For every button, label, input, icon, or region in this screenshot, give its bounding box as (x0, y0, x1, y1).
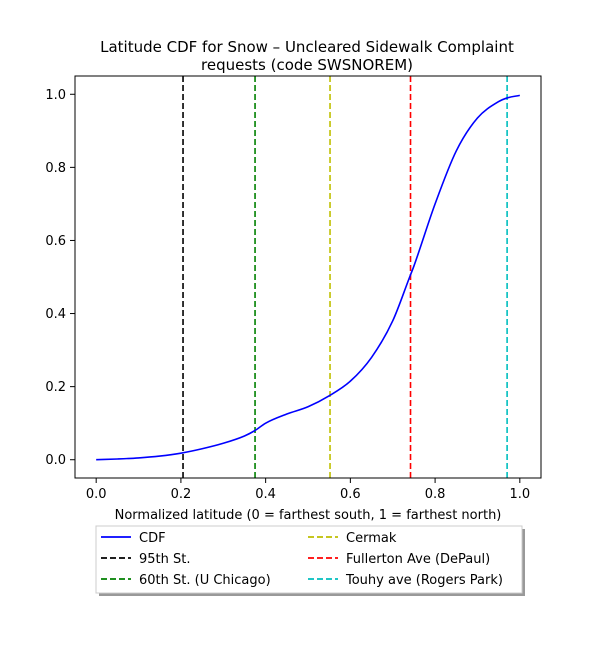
legend-label: CDF (139, 531, 166, 546)
y-axis-ticks: 0.0 0.2 0.4 0.6 0.8 1.0 (45, 88, 75, 468)
x-tick-label: 0.8 (425, 487, 446, 502)
axes-frame (74, 75, 542, 479)
legend-label: Cermak (346, 531, 397, 546)
legend: CDF 95th St. 60th St. (U Chicago) Cermak Ful… (95, 525, 525, 596)
y-tick-label: 0.2 (45, 380, 66, 395)
legend-label: 95th St. (139, 552, 191, 567)
chart-title-line-2: requests (code SWSNOREM) (201, 56, 413, 74)
legend-label: Fullerton Ave (DePaul) (346, 552, 490, 567)
legend-items: CDF 95th St. 60th St. (U Chicago) Cermak Ful… (101, 531, 503, 588)
y-tick-label: 0.8 (45, 161, 66, 176)
x-tick-label: 0.0 (86, 487, 107, 502)
x-tick-label: 0.2 (171, 487, 192, 502)
chart-title-line-1: Latitude CDF for Snow – Uncleared Sidewa… (100, 38, 514, 56)
x-tick-label: 1.0 (509, 487, 530, 502)
legend-label: 60th St. (U Chicago) (139, 573, 271, 588)
y-tick-label: 1.0 (45, 88, 66, 103)
x-axis-label: Normalized latitude (0 = farthest south,… (115, 508, 502, 523)
legend-label: Touhy ave (Rogers Park) (345, 573, 503, 588)
x-tick-label: 0.4 (255, 487, 276, 502)
y-tick-label: 0.6 (45, 234, 66, 249)
x-axis-ticks: 0.0 0.2 0.4 0.6 0.8 1.0 (86, 478, 530, 502)
y-tick-label: 0.0 (45, 453, 66, 468)
cdf-line (96, 94, 520, 461)
y-tick-label: 0.4 (45, 307, 66, 322)
x-tick-label: 0.6 (340, 487, 361, 502)
plot-area (96, 76, 520, 478)
reference-lines (182, 76, 508, 478)
